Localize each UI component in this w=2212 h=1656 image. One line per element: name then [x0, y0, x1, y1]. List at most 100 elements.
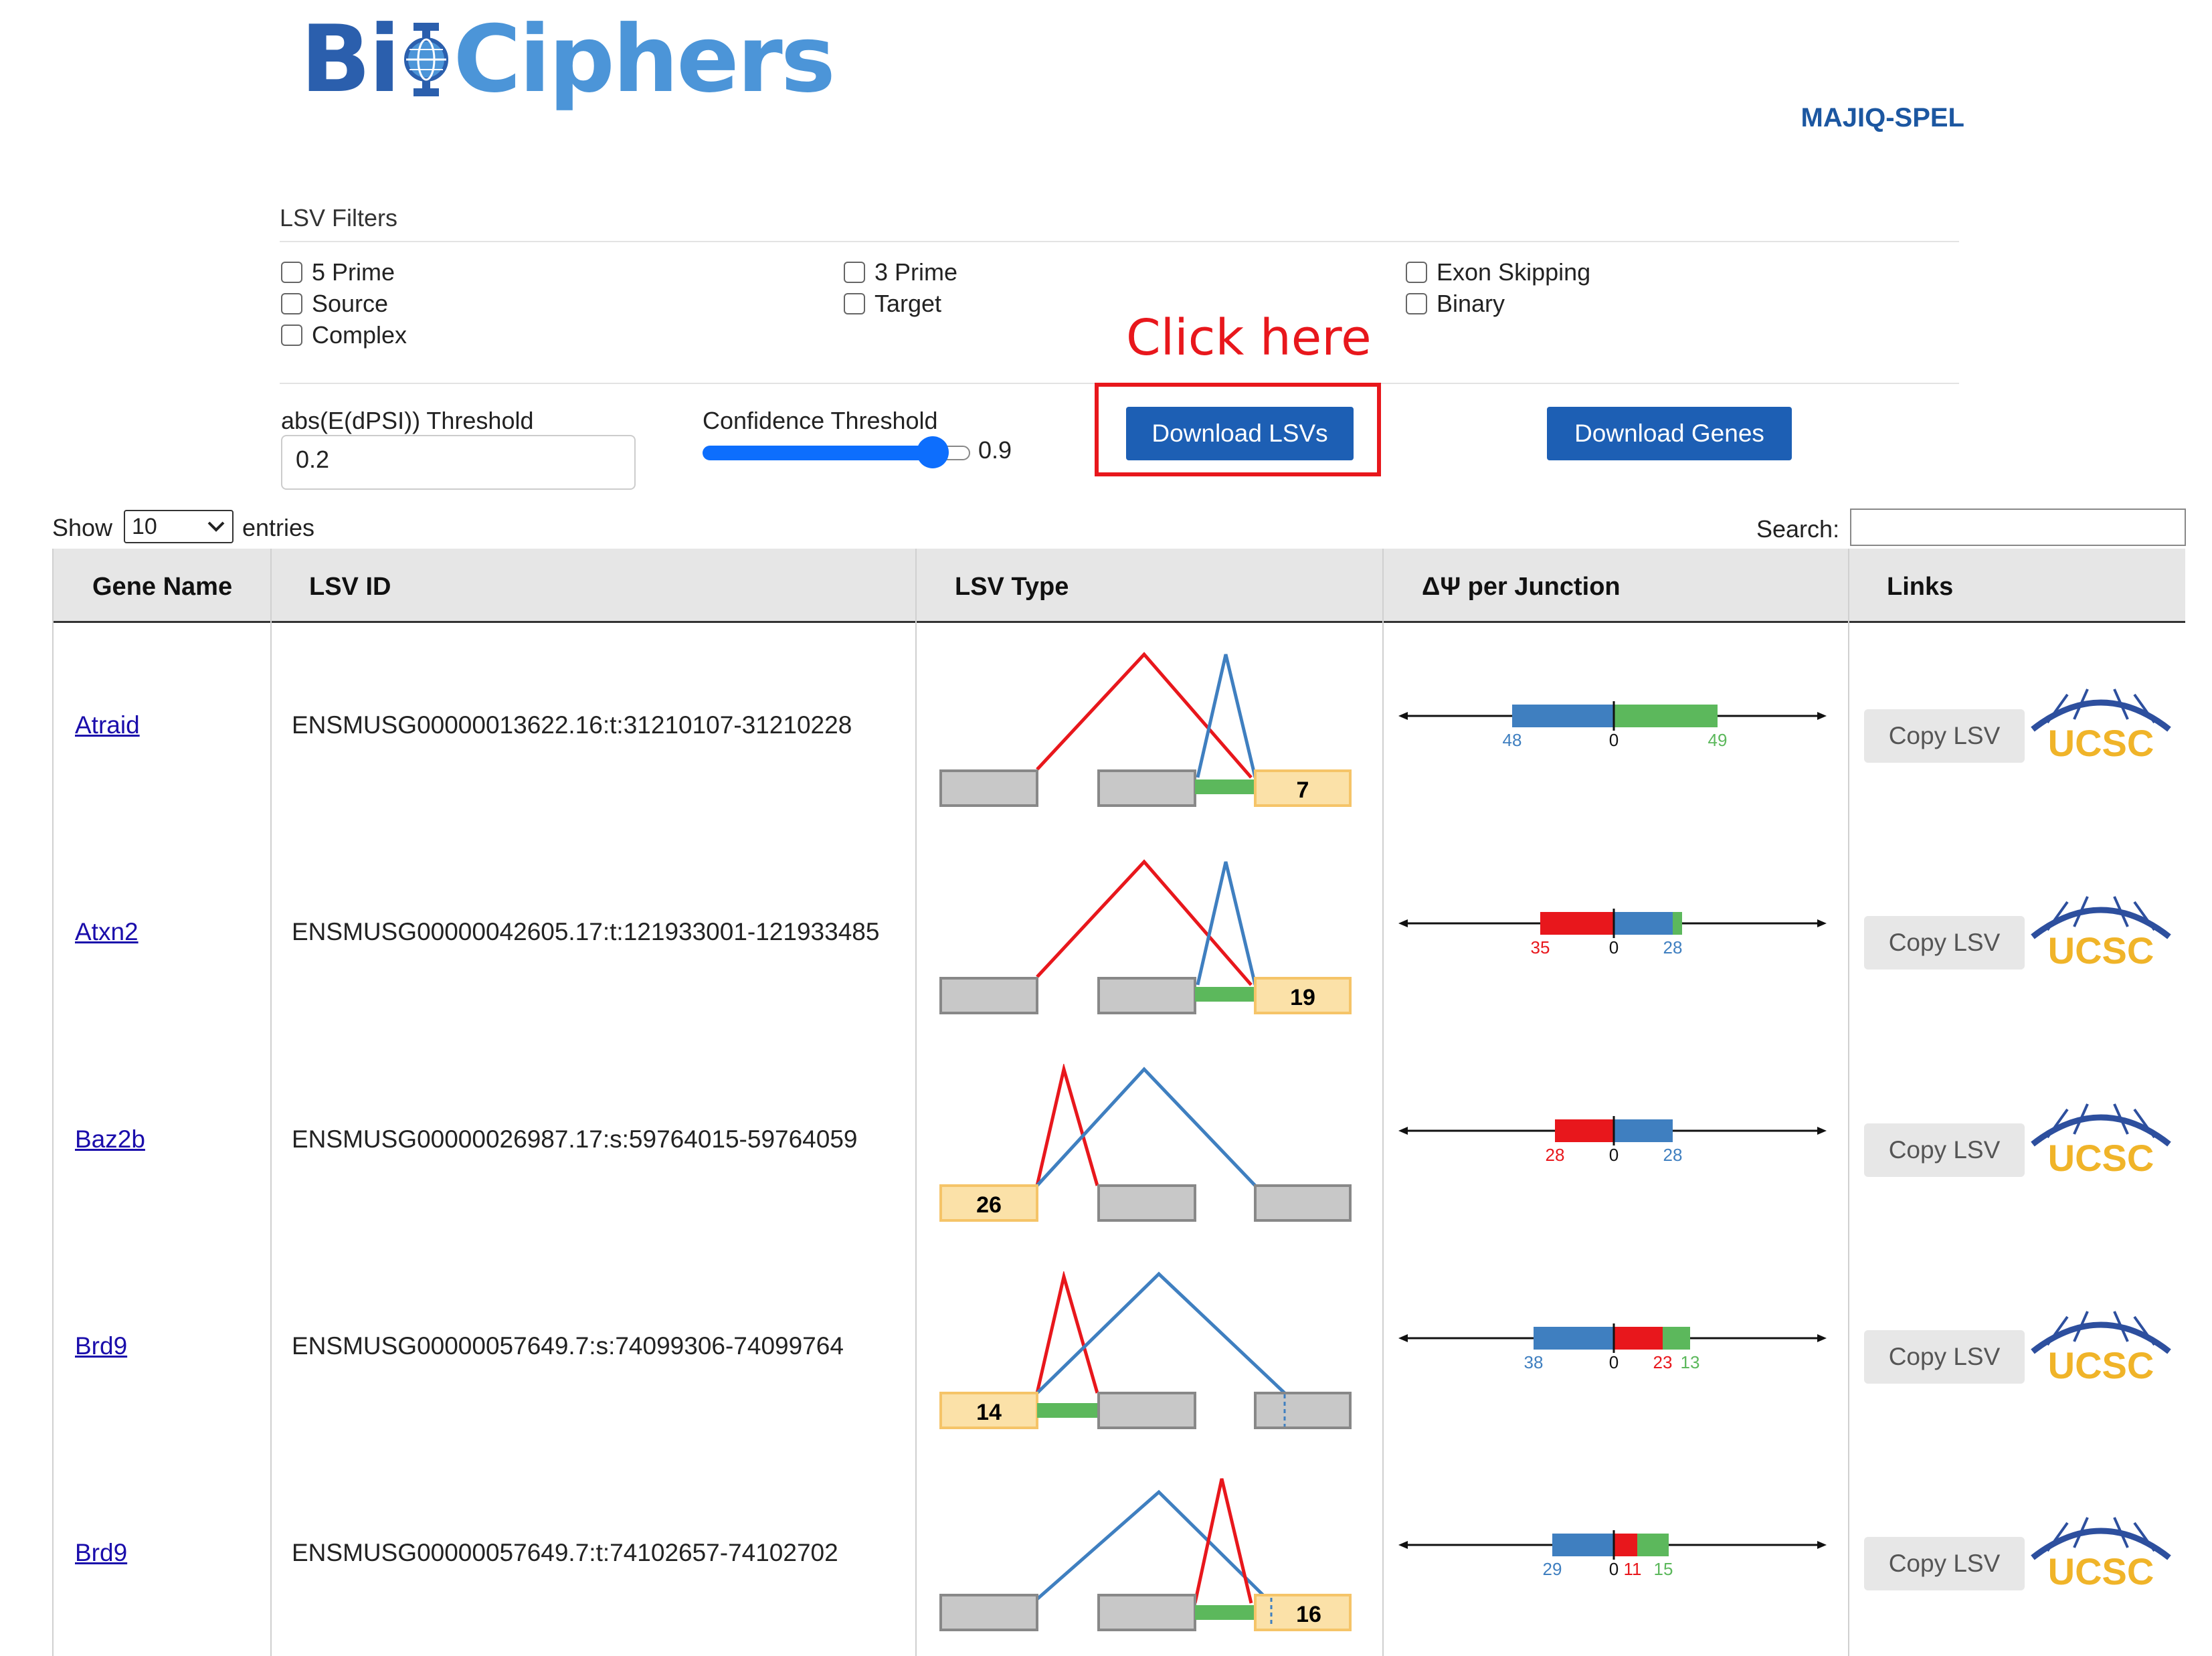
dpsi-label: 29	[1543, 1559, 1562, 1578]
dpsi-threshold-label: abs(E(dPSI)) Threshold	[281, 407, 534, 434]
confidence-slider-thumb[interactable]	[917, 436, 949, 468]
dpsi-label: 38	[1524, 1352, 1544, 1372]
search-input[interactable]	[1850, 509, 2186, 546]
column-divider	[1848, 549, 1849, 1656]
ucsc-label: UCSC	[2048, 929, 2154, 970]
lsv-id: ENSMUSG00000026987.17:s:59764015-5976405…	[292, 1125, 858, 1153]
lsv-type-diagram: 19	[939, 859, 1352, 1014]
checkbox-box[interactable]	[281, 325, 302, 346]
header-dpsi[interactable]: ΔΨ per Junction	[1422, 573, 1621, 601]
checkbox-3-prime[interactable]: 3 Prime	[844, 258, 957, 286]
ucsc-label: UCSC	[2048, 722, 2154, 763]
copy-lsv-button[interactable]: Copy LSV	[1864, 1330, 2025, 1384]
dpsi-label: 49	[1708, 730, 1728, 749]
lsv-type-number: 16	[1296, 1602, 1321, 1627]
checkbox-5-prime[interactable]: 5 Prime	[281, 258, 395, 286]
entries-select[interactable]: 10	[124, 510, 234, 543]
dpsi-bar-chart: 35 0 28	[1398, 909, 1827, 957]
dpsi-bar-chart: 29 0 11 15	[1398, 1530, 1827, 1578]
ucsc-icon[interactable]: UCSC	[2027, 890, 2175, 970]
confidence-slider-track[interactable]	[703, 446, 967, 460]
download-genes-button[interactable]: Download Genes	[1547, 407, 1792, 460]
header-lsv-type[interactable]: LSV Type	[955, 573, 1069, 601]
entries-value: 10	[132, 514, 157, 539]
confidence-value: 0.9	[978, 436, 1012, 464]
ucsc-label: UCSC	[2048, 1550, 2154, 1591]
dpsi-label: 28	[1663, 937, 1683, 957]
globe-icon	[403, 23, 448, 96]
divider	[280, 241, 1959, 242]
lsv-type-number: 7	[1297, 777, 1309, 803]
lsv-type-diagram: 7	[939, 652, 1352, 807]
checkbox-box[interactable]	[281, 293, 302, 314]
chevron-down-icon	[207, 521, 225, 532]
dpsi-label: 11	[1624, 1559, 1642, 1578]
header-links[interactable]: Links	[1887, 573, 1954, 601]
lsv-type-diagram: 26	[939, 1064, 1352, 1222]
checkbox-box[interactable]	[281, 262, 302, 283]
column-divider	[52, 549, 54, 1656]
dpsi-bar-chart: 28 0 28	[1398, 1116, 1827, 1164]
checkbox-box[interactable]	[844, 293, 865, 314]
dpsi-label: 0	[1609, 1145, 1619, 1164]
lsv-type-number: 19	[1290, 985, 1315, 1010]
checkbox-box[interactable]	[1406, 262, 1427, 283]
copy-lsv-button[interactable]: Copy LSV	[1864, 709, 2025, 763]
dpsi-label: 0	[1609, 1559, 1619, 1578]
copy-lsv-button[interactable]: Copy LSV	[1864, 1123, 2025, 1177]
dpsi-label: 48	[1503, 730, 1522, 749]
confidence-threshold-label: Confidence Threshold	[703, 407, 938, 434]
checkbox-source[interactable]: Source	[281, 290, 388, 318]
dpsi-bar-chart: 38 0 23 13	[1398, 1323, 1827, 1372]
gene-link[interactable]: Brd9	[75, 1332, 128, 1360]
dpsi-label: 28	[1546, 1145, 1565, 1164]
dpsi-label: 13	[1681, 1352, 1700, 1372]
ucsc-icon[interactable]: UCSC	[2027, 1305, 2175, 1385]
lsv-type-diagram: 16	[939, 1478, 1352, 1631]
ucsc-label: UCSC	[2048, 1137, 2154, 1178]
ucsc-label: UCSC	[2048, 1344, 2154, 1385]
checkbox-target[interactable]: Target	[844, 290, 941, 318]
dpsi-label: 0	[1609, 1352, 1619, 1372]
checkbox-box[interactable]	[1406, 293, 1427, 314]
lsv-id: ENSMUSG00000057649.7:s:74099306-74099764	[292, 1332, 844, 1360]
gene-link[interactable]: Baz2b	[75, 1125, 145, 1153]
highlight-box	[1095, 383, 1381, 476]
column-divider	[915, 549, 917, 1656]
dpsi-threshold-input[interactable]: 0.2	[281, 435, 636, 490]
dpsi-label: 35	[1531, 937, 1550, 957]
show-label: Show	[52, 514, 113, 541]
lsv-type-number: 14	[976, 1400, 1002, 1425]
lsv-id: ENSMUSG00000013622.16:t:31210107-3121022…	[292, 711, 852, 739]
dpsi-label: 0	[1609, 937, 1619, 957]
header-lsv-id[interactable]: LSV ID	[309, 573, 391, 601]
ucsc-icon[interactable]: UCSC	[2027, 682, 2175, 763]
lsv-type-number: 26	[976, 1192, 1002, 1218]
gene-link[interactable]: Atraid	[75, 711, 140, 739]
dpsi-label: 0	[1609, 730, 1619, 749]
dpsi-bar-chart: 48 0 49	[1398, 701, 1827, 749]
checkbox-complex[interactable]: Complex	[281, 321, 407, 349]
app-name: MAJIQ-SPEL	[1801, 103, 1964, 132]
ucsc-icon[interactable]: UCSC	[2027, 1511, 2175, 1591]
ucsc-icon[interactable]: UCSC	[2027, 1097, 2175, 1178]
dpsi-label: 15	[1654, 1559, 1673, 1578]
filters-title: LSV Filters	[280, 204, 398, 232]
checkbox-binary[interactable]: Binary	[1406, 290, 1505, 318]
header-gene-name[interactable]: Gene Name	[92, 573, 233, 601]
biociphers-logo: Bi Ciphers	[300, 5, 836, 113]
lsv-id: ENSMUSG00000057649.7:t:74102657-74102702	[292, 1539, 838, 1566]
click-here-annotation: Click here	[1126, 309, 1372, 367]
column-divider	[1382, 549, 1384, 1656]
dpsi-label: 28	[1663, 1145, 1683, 1164]
copy-lsv-button[interactable]: Copy LSV	[1864, 916, 2025, 970]
checkbox-exon-skipping[interactable]: Exon Skipping	[1406, 258, 1590, 286]
gene-link[interactable]: Atxn2	[75, 918, 139, 945]
dpsi-label: 23	[1653, 1352, 1673, 1372]
copy-lsv-button[interactable]: Copy LSV	[1864, 1537, 2025, 1590]
entries-label: entries	[242, 514, 315, 541]
gene-link[interactable]: Brd9	[75, 1539, 128, 1566]
table-header	[52, 549, 2185, 623]
download-lsvs-button[interactable]: Download LSVs	[1126, 407, 1354, 460]
checkbox-box[interactable]	[844, 262, 865, 283]
